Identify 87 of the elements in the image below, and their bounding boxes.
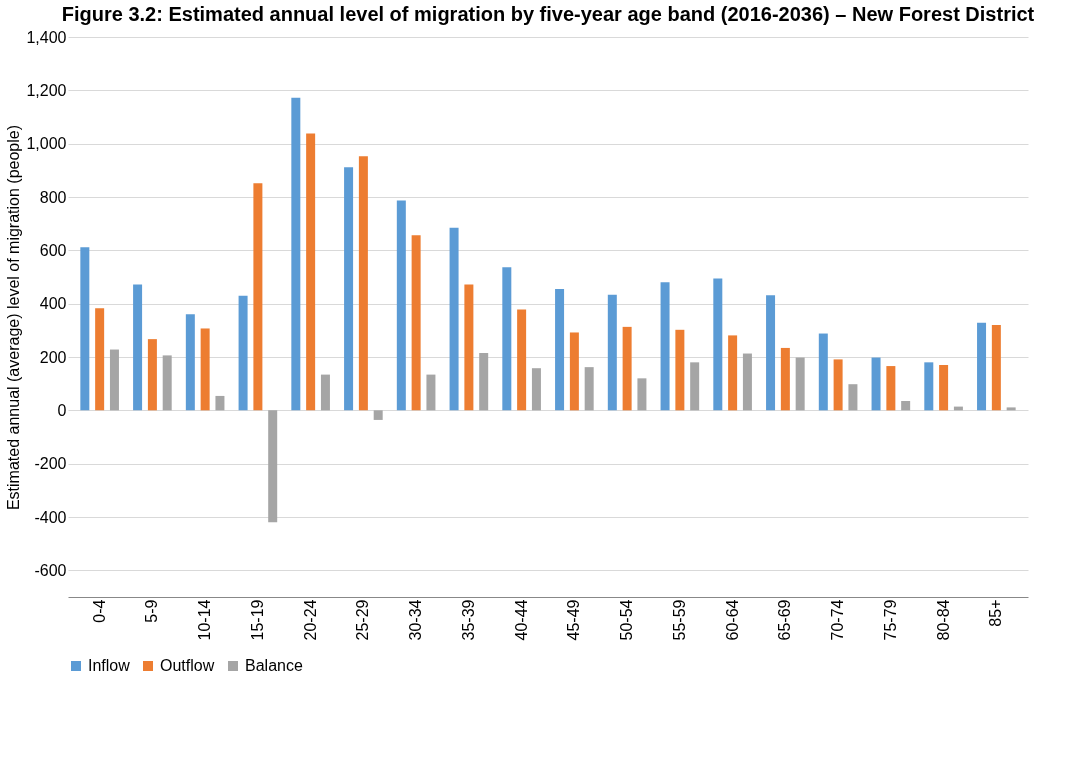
x-tick-label: 5-9	[143, 599, 161, 623]
bar	[795, 357, 805, 411]
chart-title: Figure 3.2: Estimated annual level of migration by five-year age band (2016-2036) – New Forest District	[61, 3, 1035, 25]
x-tick-label: 85+	[987, 599, 1005, 627]
bar	[109, 349, 119, 411]
bar	[291, 97, 301, 411]
x-tick-label: 75-79	[881, 599, 899, 641]
bar	[531, 368, 541, 411]
bar	[833, 359, 843, 411]
bar	[358, 156, 368, 411]
bar	[818, 333, 828, 411]
bar	[133, 284, 143, 411]
bar	[637, 378, 647, 411]
y-tick-label: -400	[34, 508, 67, 526]
bar	[622, 326, 632, 411]
legend-label: Outflow	[160, 657, 215, 674]
bar	[780, 347, 790, 411]
x-tick-label: 40-44	[512, 599, 530, 641]
bar	[373, 410, 383, 420]
bar	[253, 183, 263, 411]
bar	[713, 278, 723, 411]
y-tick-label: 600	[39, 241, 67, 259]
y-tick-label: 200	[39, 348, 67, 366]
y-tick-label: 800	[39, 188, 67, 206]
y-tick-label: 1,200	[26, 81, 67, 99]
bar	[426, 374, 436, 411]
bar	[569, 332, 579, 411]
bar	[411, 235, 421, 411]
y-tick-label: -200	[34, 455, 67, 473]
bar	[607, 294, 617, 411]
y-tick-label: 0	[57, 401, 67, 419]
bar	[162, 355, 172, 411]
bar	[238, 295, 248, 411]
x-tick-label: 15-19	[248, 599, 266, 641]
bar	[939, 365, 949, 411]
bar	[728, 335, 738, 411]
x-tick-label: 25-29	[354, 599, 372, 641]
bar	[95, 308, 105, 411]
bar	[464, 284, 474, 411]
bar	[185, 314, 195, 411]
bar	[268, 410, 278, 523]
x-tick-label: 35-39	[459, 599, 477, 641]
bar	[660, 282, 670, 411]
bar	[555, 289, 565, 411]
x-tick-label: 30-34	[407, 599, 425, 641]
x-tick-label: 55-59	[670, 599, 688, 641]
x-tick-label: 0-4	[90, 599, 108, 623]
x-tick-label: 50-54	[618, 599, 636, 641]
y-axis-title: Estimated annual (average) level of migration (people)	[5, 124, 23, 511]
bar	[215, 395, 225, 411]
bar	[502, 267, 512, 411]
bar	[675, 329, 685, 411]
legend-label: Balance	[245, 657, 303, 674]
x-tick-label: 70-74	[829, 599, 847, 641]
y-tick-label: 400	[39, 295, 67, 313]
bar	[871, 357, 881, 411]
bar	[848, 384, 858, 411]
bar	[584, 367, 594, 411]
bar	[901, 401, 911, 411]
bar	[991, 325, 1001, 411]
x-tick-label: 45-49	[565, 599, 583, 641]
bar	[320, 374, 330, 411]
x-tick-label: 10-14	[196, 599, 214, 641]
bar	[886, 366, 896, 411]
bar	[200, 328, 210, 411]
bar	[690, 362, 700, 411]
bar	[396, 200, 406, 411]
bar	[977, 322, 987, 411]
bar	[517, 309, 527, 411]
bar	[80, 247, 90, 411]
y-tick-label: 1,000	[26, 135, 67, 153]
bar	[147, 339, 157, 411]
bar	[306, 133, 316, 411]
bar	[766, 295, 776, 411]
x-tick-label: 60-64	[723, 599, 741, 641]
bar	[924, 362, 934, 411]
y-tick-label: -600	[34, 561, 67, 579]
x-tick-label: 65-69	[776, 599, 794, 641]
y-tick-label: 1,400	[26, 28, 67, 46]
x-tick-label: 80-84	[934, 599, 952, 641]
bar	[742, 353, 752, 411]
x-tick-label: 20-24	[301, 599, 319, 641]
legend-label: Inflow	[88, 657, 131, 674]
bar	[344, 167, 354, 411]
bar	[1006, 407, 1016, 411]
bar	[479, 353, 489, 411]
bar	[449, 227, 459, 411]
